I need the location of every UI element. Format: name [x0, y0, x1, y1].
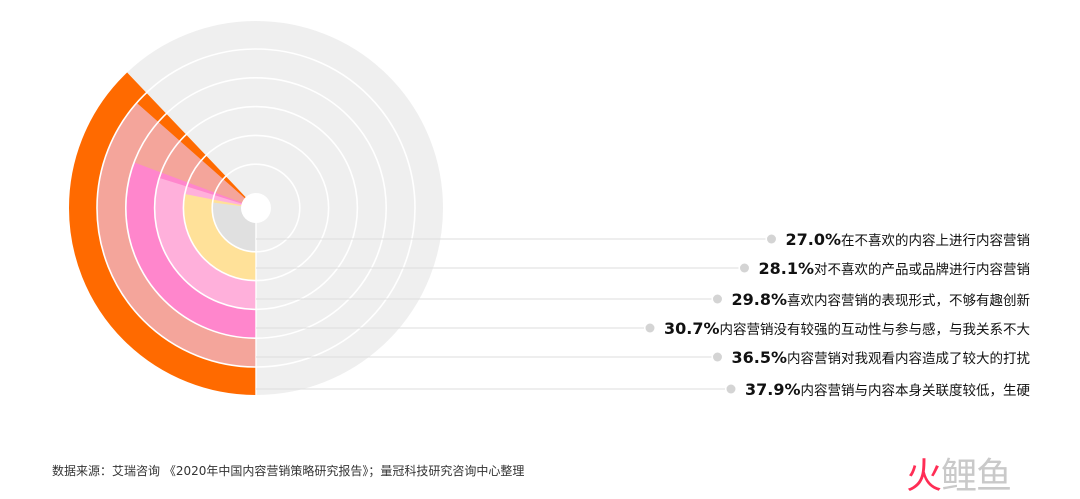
watermark-logo: 火鲤鱼: [906, 447, 1012, 499]
leader-dot-5: [712, 352, 722, 362]
leader-dot-1: [766, 234, 776, 244]
legend-value: 37.9%: [745, 380, 801, 399]
legend-text: 对不喜欢的产品或品牌进行内容营销: [814, 261, 1030, 278]
center-hub: [241, 193, 271, 223]
leader-dot-4: [645, 323, 655, 333]
legend-text: 内容营销对我观看内容造成了较大的打扰: [787, 350, 1030, 367]
legend-labels: 27.0%在不喜欢的内容上进行内容营销 28.1%对不喜欢的产品或品牌进行内容营销…: [664, 230, 1031, 399]
leader-dot-3: [712, 294, 722, 304]
legend-label-1: 27.0%在不喜欢的内容上进行内容营销: [785, 230, 1030, 249]
legend-value: 27.0%: [785, 230, 841, 249]
legend-text: 喜欢内容营销的表现形式，不够有趣创新: [787, 292, 1030, 309]
legend-label-5: 36.5%内容营销对我观看内容造成了较大的打扰: [731, 348, 1030, 367]
legend-text: 内容营销与内容本身关联度较低，生硬: [801, 382, 1031, 399]
leader-lines: [256, 234, 776, 394]
legend-value: 29.8%: [731, 290, 787, 309]
legend-value: 30.7%: [664, 319, 720, 338]
leader-dot-2: [739, 263, 749, 273]
legend-label-3: 29.8%喜欢内容营销的表现形式，不够有趣创新: [731, 290, 1030, 309]
legend-label-4: 30.7%内容营销没有较强的互动性与参与感，与我关系不大: [664, 319, 1030, 338]
leader-dot-6: [726, 384, 736, 394]
watermark-fish-chars: 鲤鱼: [941, 456, 1012, 497]
legend-value: 36.5%: [731, 348, 787, 367]
legend-label-2: 28.1%对不喜欢的产品或品牌进行内容营销: [758, 259, 1030, 278]
source-note: 数据来源：艾瑞咨询 《2020年中国内容营销策略研究报告》；量冠科技研究咨询中心…: [52, 464, 525, 478]
legend-value: 28.1%: [758, 259, 814, 278]
watermark-fire-char: 火: [906, 456, 942, 497]
legend-label-6: 37.9%内容营销与内容本身关联度较低，生硬: [745, 380, 1031, 399]
legend-text: 在不喜欢的内容上进行内容营销: [841, 232, 1030, 249]
ring-bars: [67, 19, 445, 397]
legend-text: 内容营销没有较强的互动性与参与感，与我关系不大: [720, 321, 1031, 338]
